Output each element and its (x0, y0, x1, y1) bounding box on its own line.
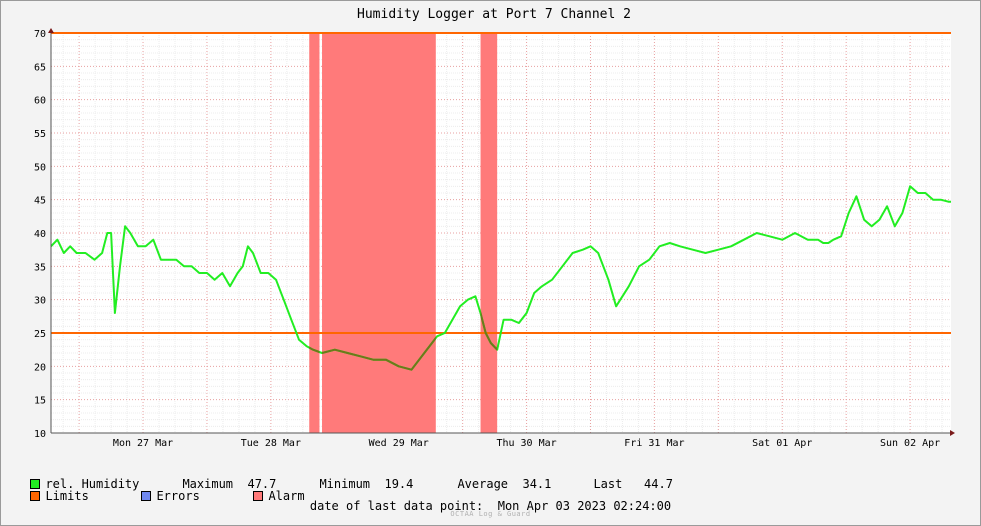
x-tick-labels: Mon 27 Mar Tue 28 Mar Wed 29 Mar Thu 30 Mar… (113, 438, 940, 449)
min-label: Minimum (319, 477, 371, 491)
stat-last: Last 44.7 (593, 477, 673, 491)
errors-swatch (141, 490, 152, 501)
legend-errors: Errors (141, 489, 253, 503)
y-tick-label: 55 (34, 129, 46, 140)
legend-humidity-label: rel. Humidity (45, 477, 140, 491)
legend-row-1: rel. Humidity Maximum 47.7 Minimum 19.4 Ave… (16, 463, 673, 491)
alarm-band (480, 33, 498, 433)
grid (51, 33, 951, 433)
legend-alarm: Alarm (253, 489, 305, 503)
humidity-series-line (50, 185, 951, 371)
avg-label: Average (457, 477, 509, 491)
axes (48, 28, 955, 436)
y-axis-arrow (48, 28, 54, 33)
stat-average: Average 34.1 (457, 477, 593, 491)
x-tick-label: Sat 01 Apr (752, 438, 812, 449)
humidity-swatch (30, 478, 41, 489)
alarm-swatch (253, 490, 264, 501)
y-tick-label: 50 (34, 162, 46, 173)
x-tick-label: Thu 30 Mar (496, 438, 556, 449)
last-data-point-label: date of last data point: (309, 499, 484, 513)
last-value: 44.7 (644, 477, 673, 491)
chart-title: Humidity Logger at Port 7 Channel 2 (357, 7, 631, 22)
x-tick-label: Fri 31 Mar (624, 438, 684, 449)
x-tick-label: Mon 27 Mar (113, 438, 173, 449)
y-tick-label: 20 (34, 362, 46, 373)
stat-maximum: Maximum 47.7 (182, 477, 319, 491)
last-data-point: date of last data point: Mon Apr 03 2023… (0, 499, 981, 513)
y-tick-label: 35 (34, 262, 46, 273)
alarm-band (322, 33, 436, 433)
min-value: 19.4 (384, 477, 414, 491)
y-tick-label: 60 (34, 96, 46, 107)
y-tick-label: 10 (34, 429, 46, 440)
last-data-point-value: Mon Apr 03 2023 02:24:00 (497, 499, 672, 513)
x-tick-label: Tue 28 Mar (241, 438, 301, 449)
max-label: Maximum (182, 477, 234, 491)
last-label: Last (593, 477, 623, 491)
avg-value: 34.1 (522, 477, 552, 491)
y-tick-label: 25 (34, 329, 46, 340)
limits-swatch (30, 490, 41, 501)
legend-limits-label: Limits (45, 489, 89, 503)
x-axis-arrow (950, 430, 955, 436)
y-tick-labels: 10 15 20 25 30 35 40 45 50 55 60 65 70 (34, 29, 46, 440)
y-tick-label: 65 (34, 62, 46, 73)
legend-limits: Limits (30, 489, 141, 503)
legend-alarm-label: Alarm (268, 489, 305, 503)
credit-text: OCTAA Log & Guard (450, 510, 531, 518)
y-tick-label: 40 (34, 229, 46, 240)
y-tick-label: 70 (34, 29, 46, 40)
legend-humidity: rel. Humidity (30, 477, 182, 491)
y-tick-label: 45 (34, 196, 46, 207)
legend-errors-label: Errors (156, 489, 200, 503)
y-tick-label: 30 (34, 296, 46, 307)
x-tick-label: Sun 02 Apr (880, 438, 940, 449)
max-value: 47.7 (247, 477, 277, 491)
series-layer (50, 185, 951, 371)
y-tick-label: 15 (34, 396, 46, 407)
stat-minimum: Minimum 19.4 (319, 477, 457, 491)
legend-row-2: Limits Errors Alarm (16, 475, 305, 503)
alarm-band (309, 33, 320, 433)
x-tick-label: Wed 29 Mar (369, 438, 429, 449)
